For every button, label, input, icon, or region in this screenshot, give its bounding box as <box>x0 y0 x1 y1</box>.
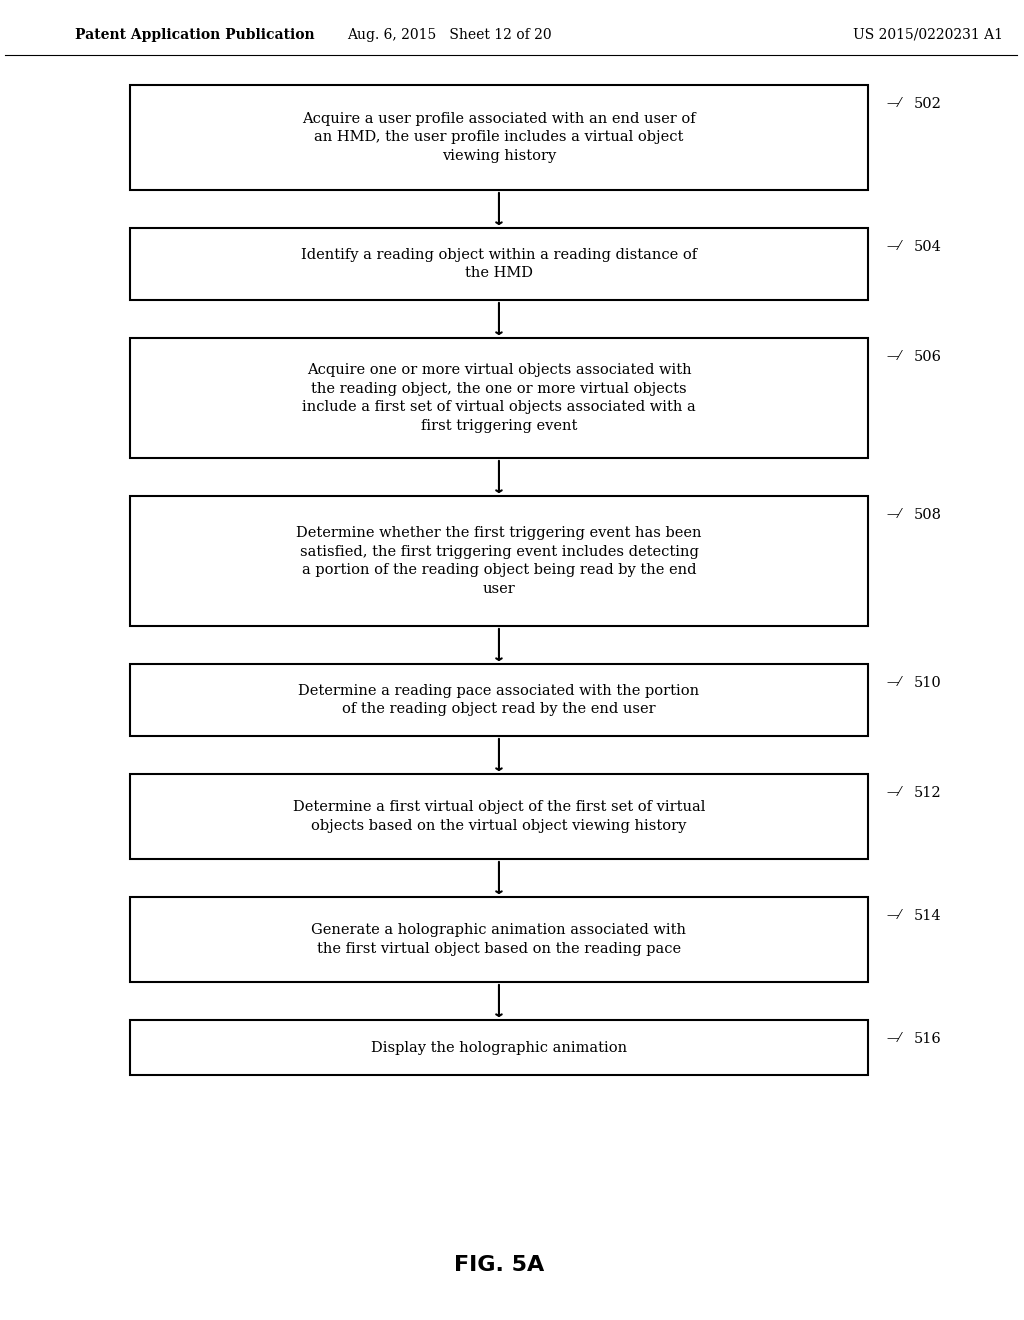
FancyBboxPatch shape <box>130 774 868 859</box>
Text: —⁄: —⁄ <box>886 96 901 110</box>
Text: FIG. 5A: FIG. 5A <box>454 1255 544 1275</box>
Text: —⁄: —⁄ <box>886 350 901 363</box>
Text: —⁄: —⁄ <box>886 676 901 689</box>
Text: Determine whether the first triggering event has been
satisfied, the first trigg: Determine whether the first triggering e… <box>296 527 701 595</box>
Text: 510: 510 <box>914 676 942 690</box>
FancyBboxPatch shape <box>130 1020 868 1074</box>
FancyBboxPatch shape <box>130 898 868 982</box>
FancyBboxPatch shape <box>130 338 868 458</box>
FancyBboxPatch shape <box>130 228 868 300</box>
Text: —⁄: —⁄ <box>886 240 901 253</box>
Text: Acquire a user profile associated with an end user of
an HMD, the user profile i: Acquire a user profile associated with a… <box>302 112 695 162</box>
Text: Display the holographic animation: Display the holographic animation <box>371 1040 627 1055</box>
Text: Generate a holographic animation associated with
the first virtual object based : Generate a holographic animation associa… <box>311 923 686 956</box>
FancyBboxPatch shape <box>130 84 868 190</box>
Text: Acquire one or more virtual objects associated with
the reading object, the one : Acquire one or more virtual objects asso… <box>302 363 696 433</box>
Text: —⁄: —⁄ <box>886 508 901 521</box>
Text: —⁄: —⁄ <box>886 909 901 921</box>
Text: —⁄: —⁄ <box>886 1032 901 1045</box>
Text: 504: 504 <box>914 240 942 253</box>
Text: 512: 512 <box>914 785 942 800</box>
Text: Determine a first virtual object of the first set of virtual
objects based on th: Determine a first virtual object of the … <box>293 800 706 833</box>
Text: Aug. 6, 2015   Sheet 12 of 20: Aug. 6, 2015 Sheet 12 of 20 <box>347 28 551 42</box>
Text: 516: 516 <box>914 1032 942 1045</box>
Text: 506: 506 <box>914 350 942 364</box>
Text: 508: 508 <box>914 508 942 521</box>
Text: US 2015/0220231 A1: US 2015/0220231 A1 <box>853 28 1004 42</box>
Text: 502: 502 <box>914 96 942 111</box>
FancyBboxPatch shape <box>130 496 868 626</box>
Text: Determine a reading pace associated with the portion
of the reading object read : Determine a reading pace associated with… <box>298 684 699 717</box>
Text: Patent Application Publication: Patent Application Publication <box>75 28 314 42</box>
Text: Identify a reading object within a reading distance of
the HMD: Identify a reading object within a readi… <box>301 248 697 280</box>
Text: 514: 514 <box>914 909 942 923</box>
Text: —⁄: —⁄ <box>886 785 901 799</box>
FancyBboxPatch shape <box>130 664 868 737</box>
